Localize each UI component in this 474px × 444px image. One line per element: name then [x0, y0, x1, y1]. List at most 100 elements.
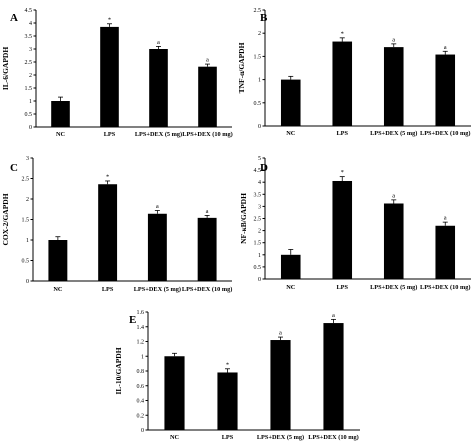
x-tick-label: LPS+DEX (10 mg): [182, 131, 232, 138]
y-tick-label: 4: [29, 21, 32, 27]
y-tick-label: 0: [258, 277, 261, 283]
x-tick-label: LPS: [336, 284, 348, 291]
y-tick-label: 1.4: [137, 325, 145, 331]
x-tick-label: LPS: [102, 286, 114, 293]
bar: [51, 101, 70, 127]
y-tick-label: 3: [29, 47, 32, 53]
y-tick-label: 0: [29, 125, 32, 131]
significance-label: a: [392, 36, 395, 43]
chart-panel-e: 0 0.2 0.4 0.6 0.8 1 1.2 1.4 1.6 IL-10/GAPDH E NC * LP…: [114, 310, 360, 441]
x-tick-label: LPS: [336, 130, 348, 137]
y-tick-label: 2.5: [25, 60, 33, 66]
y-tick-label: 2: [26, 197, 29, 203]
chart-panel-d: 0 0.5 1 1.5 2 2.5 3 3.5 4 4.5 5 NF-κB/GAPDH D NC * LPS a…: [239, 156, 471, 291]
bar: [149, 49, 168, 127]
y-tick-label: 0.5: [22, 259, 30, 265]
y-tick-label: 0.8: [137, 369, 145, 375]
y-tick-label: 3: [26, 156, 29, 162]
y-axis-label: COX-2/GAPDH: [1, 193, 10, 245]
y-axis-label: NF-κB/GAPDH: [239, 193, 248, 244]
y-tick-label: 1.5: [254, 241, 262, 247]
panel-label: B: [260, 12, 268, 24]
bar: [197, 217, 217, 281]
y-tick-label: 4.5: [25, 8, 33, 14]
significance-label: a: [392, 192, 395, 199]
y-axis-label: TNF-α/GAPDH: [237, 42, 246, 93]
x-tick-label: NC: [56, 131, 66, 138]
y-tick-label: 1.6: [137, 310, 145, 316]
y-tick-label: 1.5: [254, 54, 262, 60]
y-tick-label: 0.5: [254, 265, 262, 271]
y-axis-label: IL-10/GAPDH: [114, 347, 123, 394]
bar: [383, 203, 404, 279]
y-tick-label: 1.2: [137, 340, 145, 346]
chart-panel-b: 0 0.5 1 1.5 2 2.5 TNF-α/GAPDH B NC * LPS a LPS+DEX (…: [237, 8, 471, 137]
y-tick-label: 1: [29, 99, 32, 105]
y-tick-label: 1: [26, 238, 29, 244]
bar: [280, 79, 301, 126]
significance-label: *: [106, 173, 109, 180]
bar: [270, 340, 291, 430]
x-tick-label: NC: [170, 434, 180, 441]
bar: [323, 323, 344, 430]
bar: [48, 240, 68, 281]
significance-label: a: [279, 330, 282, 337]
y-tick-label: 2.5: [254, 217, 262, 223]
y-tick-label: 2: [29, 73, 32, 79]
significance-label: *: [108, 16, 111, 23]
y-tick-label: 2.5: [254, 8, 262, 14]
x-tick-label: LPS+DEX (5 mg): [370, 130, 417, 137]
y-tick-label: 4.5: [254, 168, 262, 174]
significance-label: a: [332, 312, 335, 319]
significance-label: *: [226, 361, 229, 368]
bar: [164, 356, 185, 430]
significance-label: *: [341, 30, 344, 37]
y-tick-label: 0.5: [25, 112, 33, 118]
bar: [217, 372, 238, 430]
x-tick-label: NC: [286, 130, 296, 137]
y-tick-label: 0: [258, 124, 261, 130]
significance-label: a: [157, 39, 160, 46]
y-tick-label: 1.5: [22, 218, 30, 224]
x-tick-label: LPS: [222, 434, 234, 441]
panel-label: D: [260, 162, 268, 174]
chart-panel-c: 0 0.5 1 1.5 2 2.5 3 COX-2/GAPDH C NC * LPS a LPS+DEX …: [1, 156, 232, 293]
x-tick-label: NC: [286, 284, 296, 291]
y-tick-label: 1: [258, 78, 261, 84]
y-tick-label: 0.5: [254, 101, 262, 107]
x-tick-label: LPS+DEX (5 mg): [135, 131, 182, 138]
y-tick-label: 2: [258, 31, 261, 37]
y-tick-label: 0.6: [137, 384, 145, 390]
panel-label: E: [129, 314, 136, 326]
bar: [332, 41, 353, 126]
significance-label: a: [444, 215, 447, 222]
y-tick-label: 2.5: [22, 177, 30, 183]
y-tick-label: 0: [26, 279, 29, 285]
panel-label: C: [10, 162, 18, 174]
y-tick-label: 3.5: [25, 34, 33, 40]
y-tick-label: 1.5: [25, 86, 33, 92]
x-tick-label: LPS+DEX (10 mg): [420, 284, 470, 291]
y-tick-label: 1: [258, 253, 261, 259]
y-tick-label: 3.5: [254, 192, 262, 198]
significance-label: a: [206, 57, 209, 64]
panel-label: A: [10, 12, 18, 24]
bar: [147, 213, 167, 281]
x-tick-label: LPS: [104, 131, 116, 138]
significance-label: *: [341, 169, 344, 176]
x-tick-label: NC: [53, 286, 63, 293]
x-tick-label: LPS+DEX (10 mg): [420, 130, 470, 137]
y-tick-label: 5: [258, 156, 261, 162]
bar: [435, 225, 456, 279]
significance-label: a: [206, 208, 209, 215]
y-tick-label: 0: [141, 428, 144, 434]
x-tick-label: LPS+DEX (10 mg): [308, 434, 358, 441]
x-tick-label: LPS+DEX (5 mg): [257, 434, 304, 441]
bar: [435, 54, 456, 126]
bar: [383, 47, 404, 127]
bar: [198, 66, 217, 127]
significance-label: a: [444, 44, 447, 51]
bar: [100, 26, 119, 127]
bar: [98, 184, 118, 281]
y-tick-label: 0.4: [137, 399, 145, 405]
